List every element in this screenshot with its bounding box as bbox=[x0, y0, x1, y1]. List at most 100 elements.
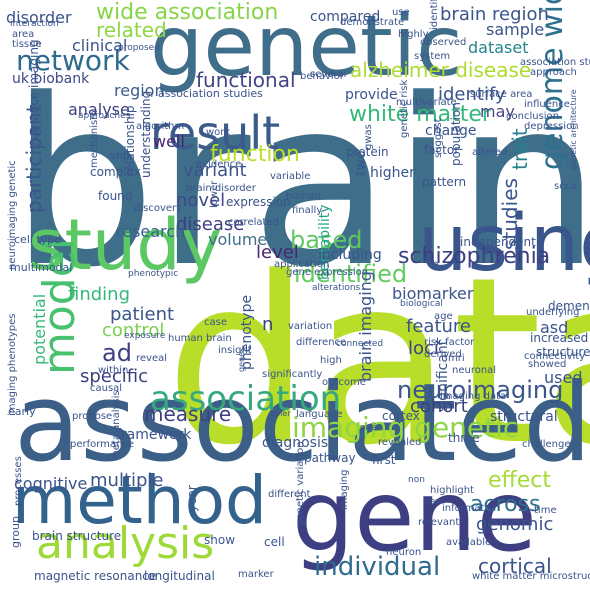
word-neuronal: neuronal bbox=[452, 365, 497, 376]
word-identifying: identifying bbox=[429, 0, 440, 30]
word-reveal: reveal bbox=[136, 353, 168, 364]
word-n: n bbox=[262, 314, 274, 335]
word-genetic-architecture: genetic architecture bbox=[569, 89, 578, 170]
word-case: case bbox=[204, 317, 227, 328]
word-genes: genes bbox=[237, 347, 246, 372]
word-association-studies: association studies bbox=[158, 87, 263, 100]
word-revealed: revealed bbox=[378, 437, 422, 448]
word-brain-region: brain region bbox=[440, 4, 549, 25]
word-challenge: challenge bbox=[522, 439, 571, 450]
word-study: study bbox=[28, 204, 223, 286]
word-schizophrenia: schizophrenia bbox=[398, 244, 551, 269]
word-cell-type: cell type bbox=[14, 233, 61, 246]
word-across: across bbox=[470, 492, 541, 517]
word-specific: specific bbox=[80, 366, 149, 387]
word-biological: biological bbox=[400, 299, 443, 309]
word-year: year bbox=[185, 485, 199, 512]
word-higher: higher bbox=[370, 165, 415, 181]
word-processes: processes bbox=[13, 456, 24, 506]
word-application: application bbox=[274, 259, 330, 270]
word-functional: functional bbox=[196, 68, 296, 92]
word-individual: individual bbox=[314, 552, 441, 582]
word-neuroimaging: neuroimaging bbox=[397, 376, 564, 404]
word-genomic: genomic bbox=[476, 514, 554, 535]
word-time: time bbox=[534, 505, 557, 516]
word-relevant: relevant bbox=[418, 517, 460, 528]
word-group: group bbox=[9, 516, 22, 548]
word-provide: provide bbox=[345, 87, 398, 103]
word-genetic: genetic bbox=[150, 0, 463, 95]
word-non: non bbox=[408, 475, 425, 485]
word-disorder: disorder bbox=[6, 8, 72, 27]
word-network: network bbox=[16, 44, 130, 77]
word-potential: potential bbox=[30, 293, 49, 365]
word-feature: feature bbox=[406, 316, 471, 337]
word-using: using bbox=[418, 199, 590, 289]
word-white-matter: white matter bbox=[349, 102, 491, 127]
word-ad: ad bbox=[102, 339, 132, 367]
word-cortex: cortex bbox=[382, 409, 420, 423]
word-highly: highly bbox=[398, 29, 429, 40]
word-algorithm: algorithm bbox=[136, 121, 185, 132]
word-identify: identify bbox=[438, 84, 506, 105]
word-observed: observed bbox=[420, 37, 467, 48]
word-variation: variation bbox=[288, 321, 333, 332]
word-protein: protein bbox=[346, 145, 389, 159]
word-expression: expression bbox=[226, 195, 291, 209]
word-surface-area: surface area bbox=[470, 89, 533, 100]
word-patient: patient bbox=[110, 304, 175, 325]
word-genetic-risk: genetic risk bbox=[399, 79, 410, 138]
word-connected: connected bbox=[336, 339, 384, 349]
word-approach: approach bbox=[530, 67, 577, 78]
word-gwas: gwas bbox=[363, 124, 374, 150]
word-human: human bbox=[286, 191, 321, 202]
word-alterations: alterations bbox=[312, 283, 361, 293]
word-dementia: dementia bbox=[548, 299, 590, 313]
word-risk-factor: risk factor bbox=[424, 337, 475, 348]
word-uk-biobank: uk biobank bbox=[12, 71, 90, 87]
word-control: control bbox=[102, 320, 165, 341]
word-phenotypic: phenotypic bbox=[128, 269, 179, 279]
word-multiple: multiple bbox=[90, 470, 164, 491]
word-tissue: tissue bbox=[12, 39, 42, 50]
word-biomarker: biomarker bbox=[392, 284, 474, 303]
word-variant: variant bbox=[183, 160, 247, 181]
word-structure: structure bbox=[536, 345, 590, 359]
word-show: show bbox=[204, 533, 236, 547]
word-clinical: clinical bbox=[72, 36, 128, 55]
word-related: related bbox=[96, 18, 167, 42]
word-one: one bbox=[360, 423, 377, 433]
word-alzheimer-disease: alzheimer disease bbox=[350, 58, 532, 82]
word-new: new bbox=[424, 497, 443, 507]
word-human-brain: human brain bbox=[168, 333, 232, 344]
word-first: first bbox=[372, 453, 396, 467]
word-depression: depression bbox=[524, 121, 579, 132]
word-finding: finding bbox=[68, 284, 131, 305]
word-pathway: pathway bbox=[304, 451, 356, 465]
word-propose: propose bbox=[72, 411, 113, 422]
word-snp: snp bbox=[110, 149, 130, 162]
word-proposed: proposed bbox=[118, 43, 160, 53]
word-analyse: analyse bbox=[68, 100, 130, 119]
word-wide-association: wide association bbox=[96, 0, 279, 25]
word-result: result bbox=[150, 106, 281, 160]
word-finally: finally bbox=[292, 205, 323, 216]
word-influence: influence bbox=[524, 99, 570, 110]
word-imaging-phenotypes: imaging phenotypes bbox=[7, 313, 18, 416]
word-outcome: outcome bbox=[322, 377, 366, 388]
word-identified: identified bbox=[294, 260, 408, 288]
word-level: level bbox=[256, 242, 299, 263]
word-well: well bbox=[153, 132, 185, 151]
word-increased: increased bbox=[530, 331, 589, 345]
word-pattern: pattern bbox=[422, 175, 467, 189]
word-brain-imaging: brain imaging bbox=[356, 271, 375, 382]
word-may: may bbox=[480, 102, 515, 121]
word-cell: cell bbox=[264, 535, 285, 549]
word-imaging-genetic: imaging genetic bbox=[292, 411, 519, 444]
word-association: association bbox=[150, 379, 342, 419]
word-research: research bbox=[116, 222, 186, 241]
word-performance: performance bbox=[70, 439, 135, 450]
word-behavior: behavior bbox=[300, 71, 344, 82]
word-data: data bbox=[165, 229, 590, 496]
word-based: based bbox=[290, 226, 363, 254]
